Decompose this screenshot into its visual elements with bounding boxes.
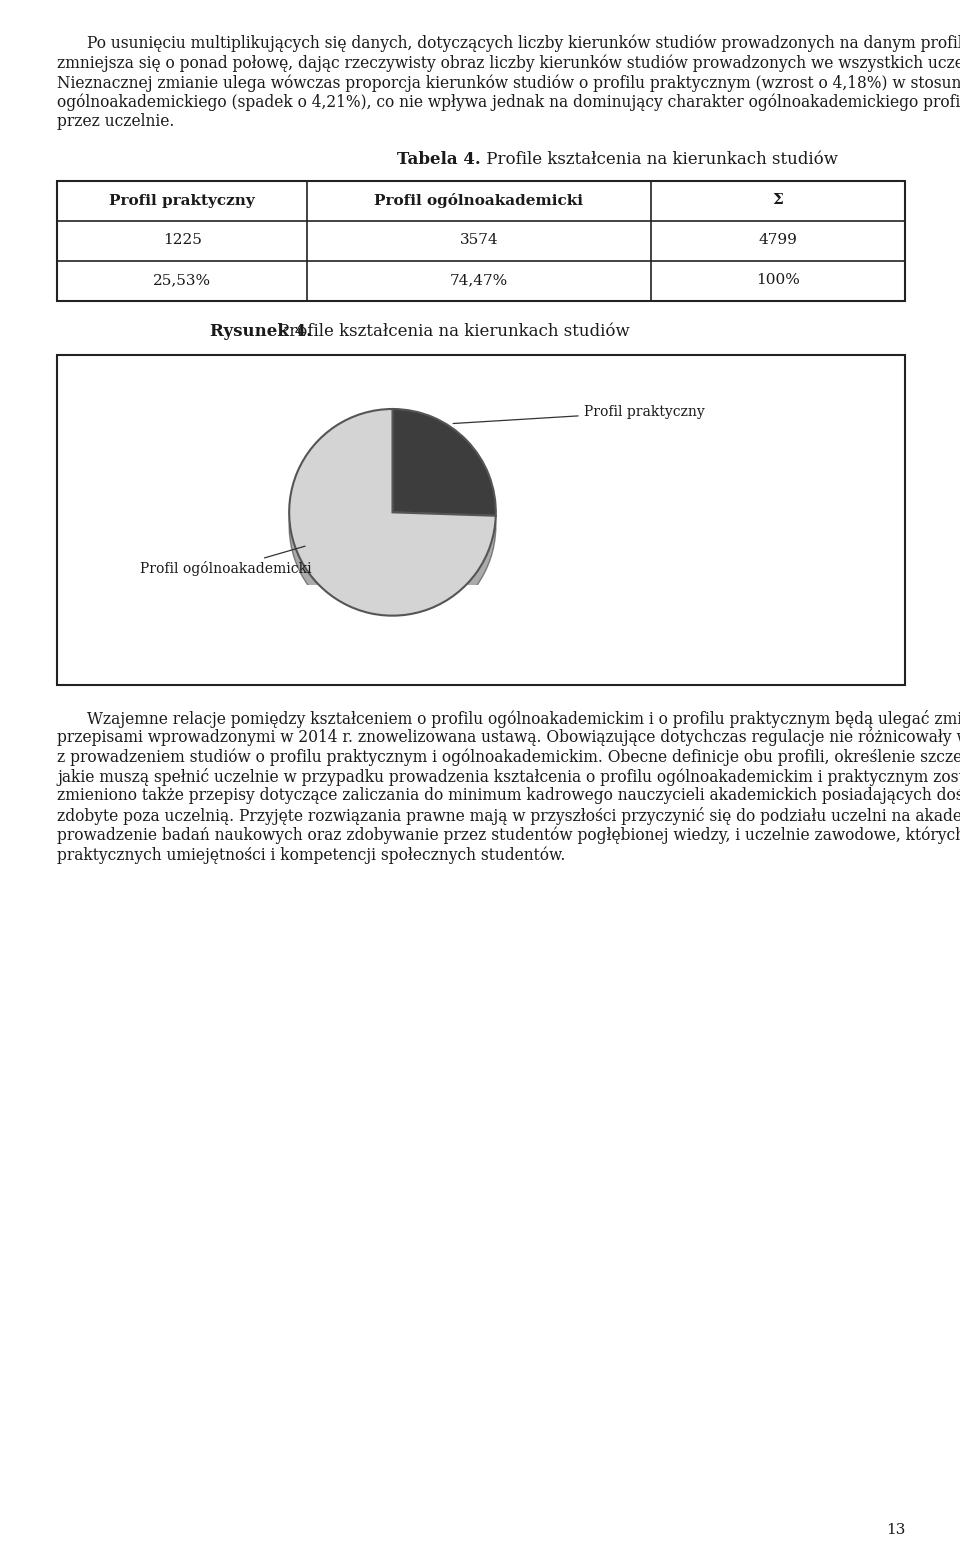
Text: 100%: 100% [756, 274, 800, 288]
Text: Profile kształcenia na kierunkach studiów: Profile kształcenia na kierunkach studió… [481, 150, 838, 167]
Text: 74,47%: 74,47% [449, 274, 508, 288]
Text: 25,53%: 25,53% [153, 274, 211, 288]
Text: zmieniono także przepisy dotyczące zaliczania do minimum kadrowego nauczycieli a: zmieniono także przepisy dotyczące zalic… [57, 787, 960, 804]
Text: Po usunięciu multiplikujących się danych, dotyczących liczby kierunków studiów p: Po usunięciu multiplikujących się danych… [87, 34, 960, 53]
Text: prowadzenie badań naukowych oraz zdobywanie przez studentów pogłębionej wiedzy, : prowadzenie badań naukowych oraz zdobywa… [57, 826, 960, 844]
Bar [57, 355, 905, 684]
Text: Σ: Σ [773, 194, 783, 208]
Text: przez uczelnie.: przez uczelnie. [57, 113, 175, 130]
Text: jakie muszą spełnić uczelnie w przypadku prowadzenia kształcenia o profilu ogóln: jakie muszą spełnić uczelnie w przypadku… [57, 768, 960, 786]
Text: zdobyte poza uczelnią. Przyjęte rozwiązania prawne mają w przyszłości przyczynić: zdobyte poza uczelnią. Przyjęte rozwiąza… [57, 808, 960, 825]
Wedge shape [393, 408, 495, 516]
Wedge shape [289, 423, 495, 629]
Text: z prowadzeniem studiów o profilu praktycznym i ogólnoakademickim. Obecne definic: z prowadzeniem studiów o profilu praktyc… [57, 748, 960, 765]
Text: Wzajemne relacje pomiędzy kształceniem o profilu ogólnoakademickim i o profilu p: Wzajemne relacje pomiędzy kształceniem o… [87, 709, 960, 728]
Wedge shape [289, 408, 495, 615]
Text: Nieznacznej zmianie ulega wówczas proporcja kierunków studiów o profilu praktycz: Nieznacznej zmianie ulega wówczas propor… [57, 74, 960, 91]
Text: 1225: 1225 [162, 233, 202, 247]
Text: Profil ogólnoakademicki: Profil ogólnoakademicki [140, 546, 312, 576]
Text: praktycznych umiejętności i kompetencji społecznych studentów.: praktycznych umiejętności i kompetencji … [57, 847, 565, 864]
Text: Rysunek 4.: Rysunek 4. [209, 322, 312, 340]
Text: Profile kształcenia na kierunkach studiów: Profile kształcenia na kierunkach studió… [277, 322, 630, 340]
Text: zmniejsza się o ponad połowę, dając rzeczywisty obraz liczby kierunków studiów p: zmniejsza się o ponad połowę, dając rzec… [57, 55, 960, 72]
Wedge shape [393, 423, 495, 529]
Text: Profil ogólnoakademicki: Profil ogólnoakademicki [374, 192, 584, 208]
Text: 3574: 3574 [460, 233, 498, 247]
Text: 13: 13 [886, 1523, 905, 1537]
Text: ogólnoakademickiego (spadek o 4,21%), co nie wpływa jednak na dominujący charakt: ogólnoakademickiego (spadek o 4,21%), co… [57, 94, 960, 111]
Bar [57, 180, 905, 300]
Text: 4799: 4799 [758, 233, 797, 247]
Text: Profil praktyczny: Profil praktyczny [453, 405, 705, 424]
Text: Tabela 4.: Tabela 4. [397, 150, 481, 167]
Text: Profil praktyczny: Profil praktyczny [109, 194, 255, 208]
Text: przepisami wprowadzonymi w 2014 r. znowelizowana ustawą. Obowiązujące dotychczas: przepisami wprowadzonymi w 2014 r. znowe… [57, 729, 960, 747]
